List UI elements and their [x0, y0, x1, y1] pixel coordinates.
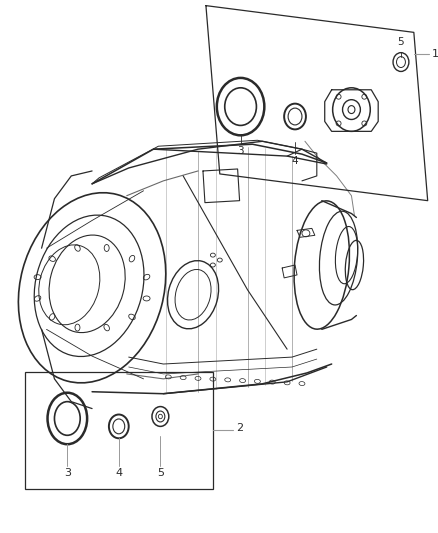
Text: 1: 1 [432, 49, 438, 59]
Text: 2: 2 [236, 423, 243, 433]
Text: 5: 5 [398, 37, 404, 47]
Text: 4: 4 [292, 156, 298, 166]
Text: 3: 3 [237, 146, 244, 156]
Bar [25, 372, 213, 489]
Text: 5: 5 [157, 468, 164, 478]
Text: 3: 3 [64, 468, 71, 478]
Text: 4: 4 [115, 468, 122, 478]
